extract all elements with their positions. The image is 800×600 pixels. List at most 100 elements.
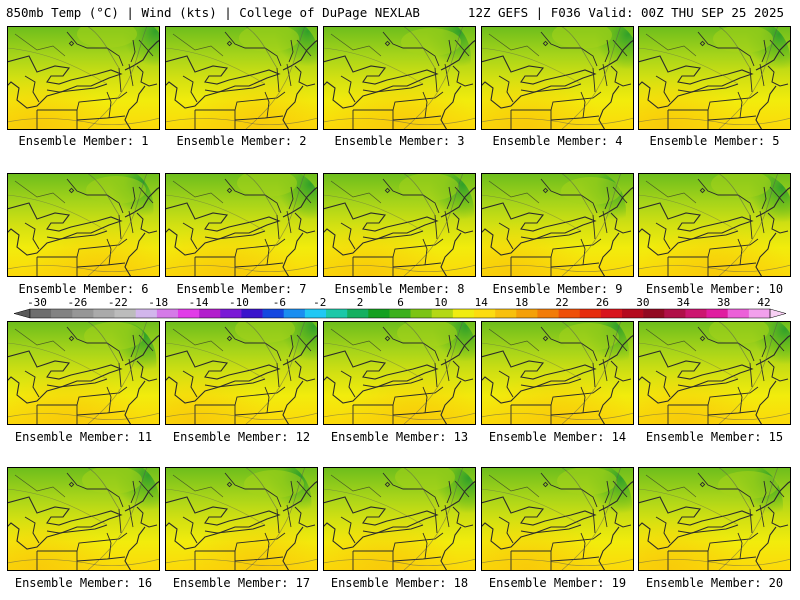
ensemble-map-19 <box>481 467 634 571</box>
colorbar-segment <box>727 309 750 318</box>
ensemble-member-label: Ensemble Member: 17 <box>172 576 311 590</box>
colorbar-tick-label: 2 <box>357 296 364 309</box>
colorbar-segment <box>452 309 475 318</box>
ensemble-map-20 <box>638 467 791 571</box>
ensemble-member-label: Ensemble Member: 19 <box>488 576 627 590</box>
colorbar-segment <box>135 309 158 318</box>
colorbar-tick-label: 30 <box>636 296 649 309</box>
temperature-map <box>7 467 160 571</box>
ensemble-map-16 <box>7 467 160 571</box>
colorbar-tick-label: -14 <box>189 296 209 309</box>
colorbar-segment <box>283 309 306 318</box>
colorbar-segment <box>516 309 538 318</box>
colorbar-tick-label: 14 <box>475 296 489 309</box>
temperature-map <box>638 173 791 277</box>
colorbar-segment <box>495 309 517 318</box>
ensemble-map-10 <box>638 173 791 277</box>
temperature-map <box>481 173 634 277</box>
temperature-colorbar: -30 -26 -22 -18 -14 -10 -6 -2 2 6 10 14 18 22 26 30 34 38… <box>13 296 787 319</box>
ensemble-member-label: Ensemble Member: 6 <box>18 282 149 296</box>
colorbar-tick-label: 22 <box>555 296 568 309</box>
header-title: 850mb Temp (°C) | Wind (kts) | College o… <box>6 5 420 20</box>
ensemble-map-4 <box>481 26 634 130</box>
colorbar-segment <box>51 309 73 318</box>
colorbar-segment <box>93 309 115 318</box>
colorbar-segment <box>410 309 433 318</box>
ensemble-map-17 <box>165 467 318 571</box>
temperature-map <box>165 321 318 425</box>
colorbar-segment <box>368 309 390 318</box>
header-valid-time: 12Z GEFS | F036 Valid: 00Z THU SEP 25 20… <box>467 5 784 20</box>
ensemble-member-label: Ensemble Member: 2 <box>176 134 307 148</box>
temperature-map <box>638 467 791 571</box>
colorbar-tick-label: 6 <box>397 296 404 309</box>
ensemble-member-label: Ensemble Member: 12 <box>172 430 311 444</box>
colorbar-segment <box>199 309 221 318</box>
colorbar-tick-label: 42 <box>757 296 770 309</box>
temperature-map <box>323 321 476 425</box>
colorbar-segment <box>389 309 411 318</box>
colorbar-tick-label: 18 <box>515 296 528 309</box>
ensemble-member-label: Ensemble Member: 4 <box>492 134 623 148</box>
colorbar-segment <box>347 309 369 318</box>
colorbar-tick-label: 10 <box>434 296 447 309</box>
colorbar-segment <box>474 309 496 318</box>
ensemble-map-12 <box>165 321 318 425</box>
temperature-map <box>481 467 634 571</box>
colorbar-segment <box>664 309 686 318</box>
colorbar-segment <box>600 309 623 318</box>
ensemble-map-8 <box>323 173 476 277</box>
ensemble-map-15 <box>638 321 791 425</box>
temperature-map <box>638 26 791 130</box>
ensemble-map-3 <box>323 26 476 130</box>
temperature-map <box>481 26 634 130</box>
colorbar-tick-label: -10 <box>229 296 249 309</box>
ensemble-map-14 <box>481 321 634 425</box>
ensemble-map-2 <box>165 26 318 130</box>
ensemble-member-label: Ensemble Member: 14 <box>488 430 627 444</box>
ensemble-member-label: Ensemble Member: 9 <box>492 282 623 296</box>
colorbar-segment <box>431 309 454 318</box>
colorbar-segment <box>220 309 242 318</box>
colorbar-segment <box>685 309 707 318</box>
ensemble-map-9 <box>481 173 634 277</box>
ensemble-map-5 <box>638 26 791 130</box>
ensemble-member-label: Ensemble Member: 20 <box>645 576 784 590</box>
colorbar-right-arrow <box>769 308 787 319</box>
temperature-map <box>7 321 160 425</box>
ensemble-map-13 <box>323 321 476 425</box>
colorbar-segment <box>579 309 602 318</box>
colorbar-segment <box>706 309 729 318</box>
temperature-map <box>481 321 634 425</box>
ensemble-member-label: Ensemble Member: 7 <box>176 282 307 296</box>
colorbar-tick-label: -22 <box>108 296 128 309</box>
colorbar-left-arrow <box>13 308 31 319</box>
colorbar-segment <box>643 309 665 318</box>
temperature-map <box>323 173 476 277</box>
temperature-map <box>323 467 476 571</box>
colorbar-segment <box>558 309 581 318</box>
colorbar-segment <box>178 309 200 318</box>
colorbar-tick-label: -18 <box>148 296 168 309</box>
colorbar-tick-label: 38 <box>717 296 730 309</box>
temperature-map <box>638 321 791 425</box>
colorbar-tick-label: 26 <box>596 296 609 309</box>
colorbar-segment <box>326 309 348 318</box>
ensemble-member-label: Ensemble Member: 11 <box>14 430 153 444</box>
ensemble-member-label: Ensemble Member: 13 <box>330 430 469 444</box>
temperature-map <box>7 173 160 277</box>
colorbar-tick-label: 34 <box>677 296 691 309</box>
ensemble-map-7 <box>165 173 318 277</box>
colorbar-segment <box>262 309 285 318</box>
colorbar-segment <box>622 309 644 318</box>
ensemble-member-label: Ensemble Member: 18 <box>330 576 469 590</box>
colorbar-segment <box>241 309 263 318</box>
ensemble-member-label: Ensemble Member: 1 <box>18 134 149 148</box>
colorbar-segment <box>748 309 771 318</box>
colorbar-segment <box>304 309 327 318</box>
temperature-map <box>7 26 160 130</box>
temperature-map <box>165 173 318 277</box>
colorbar-segment <box>72 309 94 318</box>
temperature-map <box>165 26 318 130</box>
temperature-map <box>323 26 476 130</box>
